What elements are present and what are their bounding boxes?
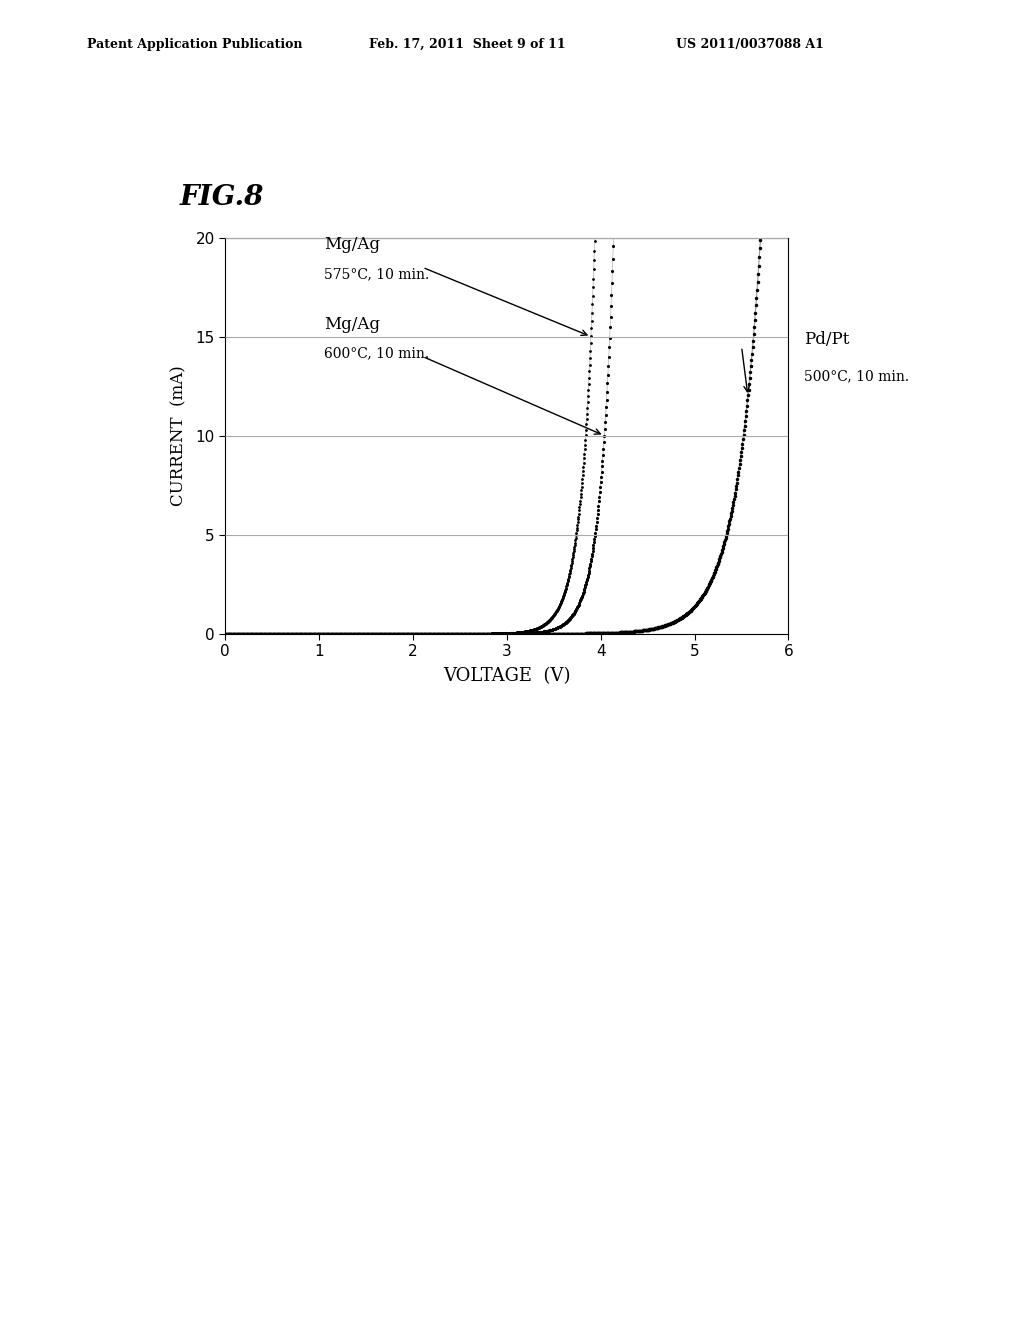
Text: 600°C, 10 min.: 600°C, 10 min. (324, 346, 429, 360)
Text: Mg/Ag: Mg/Ag (324, 236, 380, 253)
Text: 575°C, 10 min.: 575°C, 10 min. (324, 267, 429, 281)
Text: 500°C, 10 min.: 500°C, 10 min. (804, 370, 909, 383)
Text: Feb. 17, 2011  Sheet 9 of 11: Feb. 17, 2011 Sheet 9 of 11 (369, 37, 565, 50)
Text: US 2011/0037088 A1: US 2011/0037088 A1 (676, 37, 823, 50)
Text: Patent Application Publication: Patent Application Publication (87, 37, 302, 50)
Text: Mg/Ag: Mg/Ag (324, 315, 380, 333)
Text: FIG.8: FIG.8 (179, 183, 263, 211)
X-axis label: VOLTAGE  (V): VOLTAGE (V) (443, 668, 570, 685)
Y-axis label: CURRENT  (mA): CURRENT (mA) (170, 366, 187, 506)
Text: Pd/Pt: Pd/Pt (804, 331, 849, 348)
